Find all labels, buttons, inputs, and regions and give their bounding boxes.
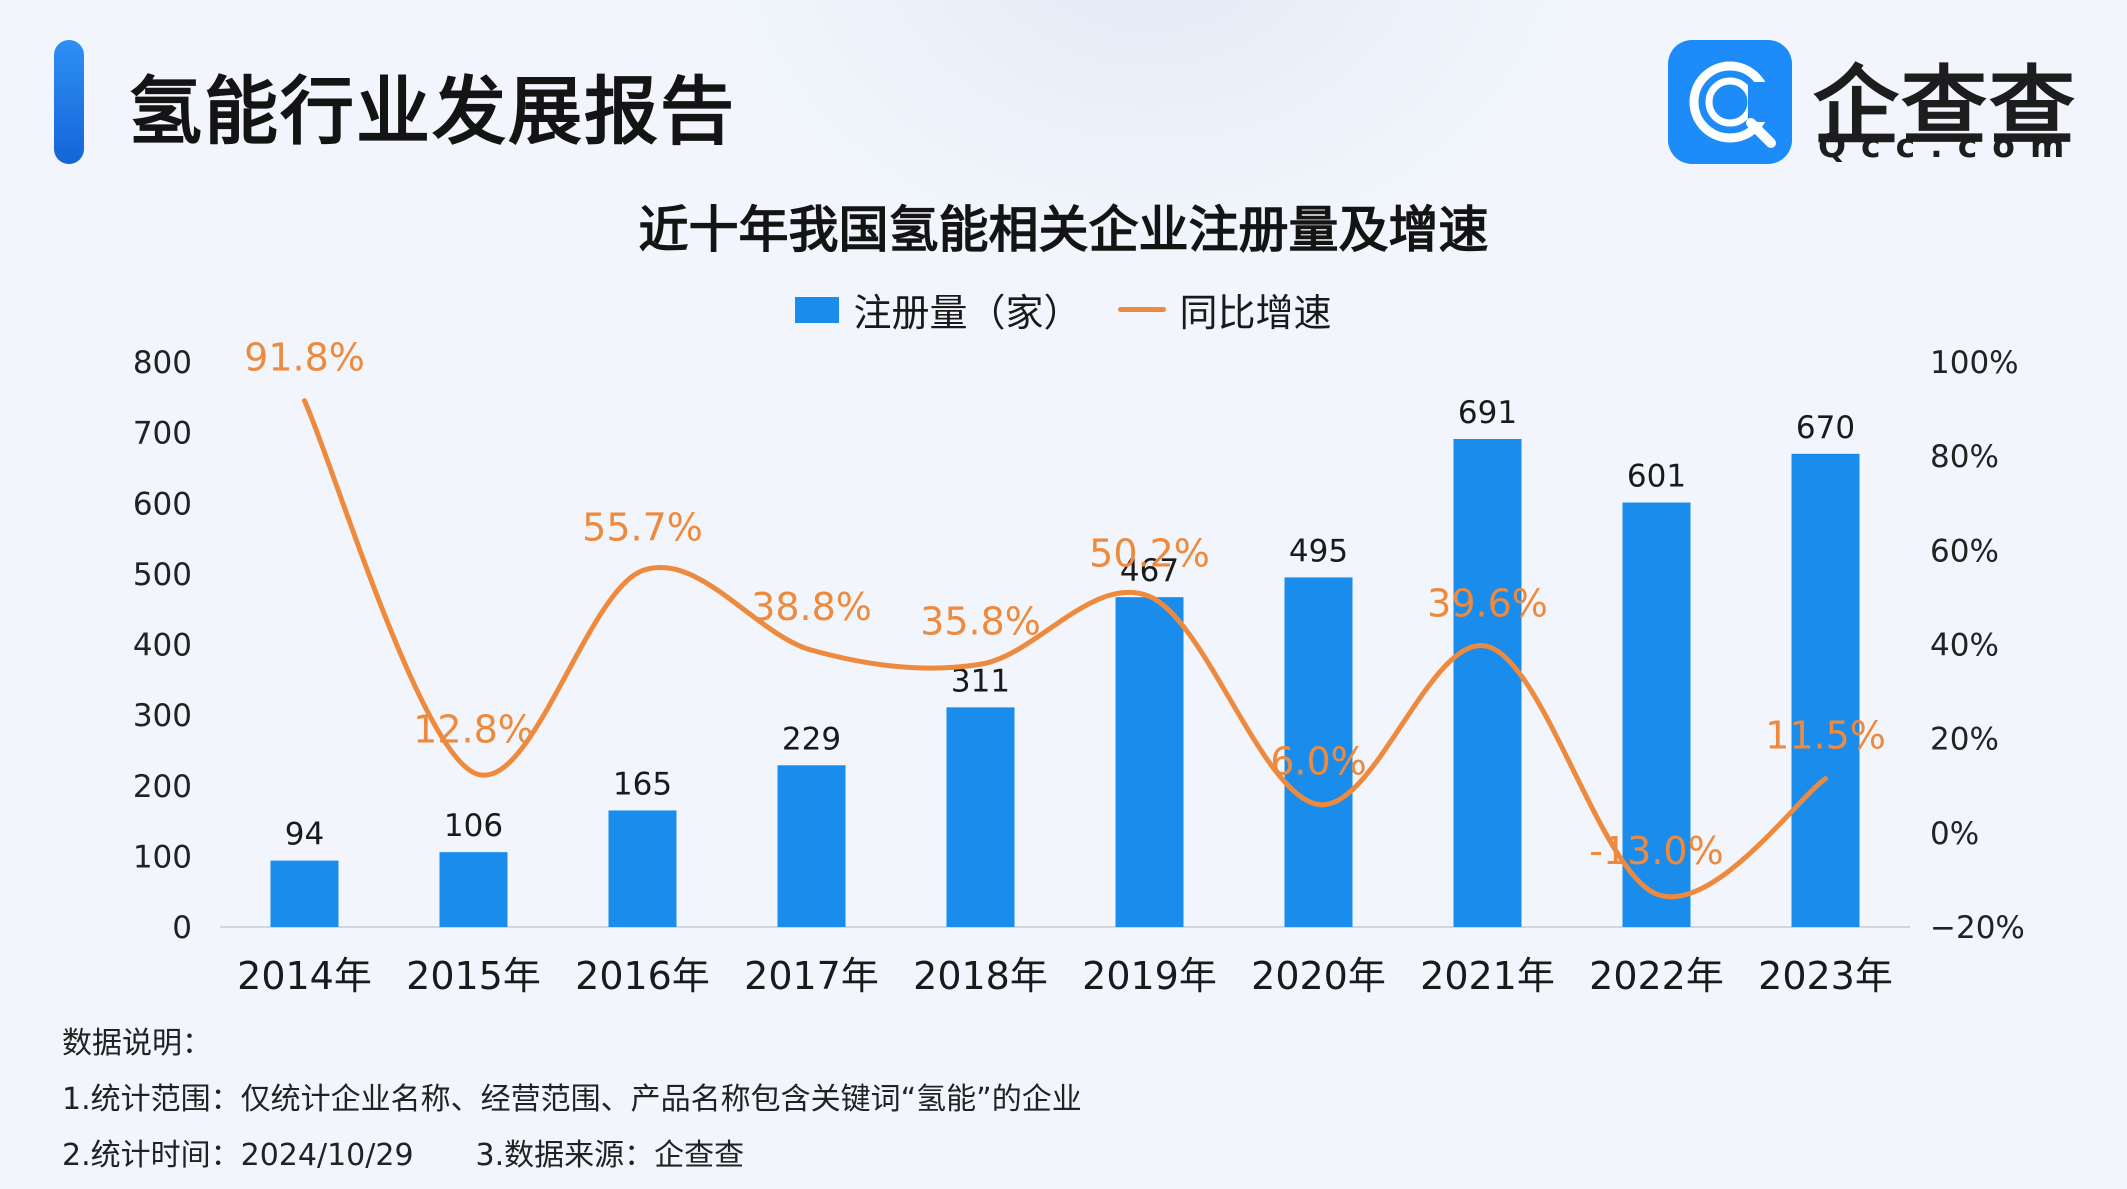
- bar-value-label: 165: [613, 766, 672, 802]
- x-axis-tick-label: 2023年: [1758, 954, 1893, 998]
- x-axis-tick-label: 2015年: [406, 954, 541, 998]
- left-axis-tick-label: 100: [133, 839, 192, 875]
- right-axis-tick-label: 20%: [1930, 722, 1999, 758]
- title-accent-bar: [54, 40, 84, 164]
- bar-value-label: 311: [951, 663, 1010, 699]
- bar-value-label: 495: [1289, 533, 1348, 569]
- bar: [1284, 577, 1353, 927]
- bar: [946, 707, 1015, 927]
- bar: [1791, 453, 1860, 927]
- bar: [1115, 597, 1184, 927]
- legend-label-growth: 同比增速: [1179, 291, 1332, 335]
- logo-domain: Qcc.com: [1818, 126, 2080, 165]
- growth-point: [1823, 776, 1829, 782]
- left-axis-tick-label: 500: [133, 557, 192, 593]
- left-axis-tick-label: 600: [133, 486, 192, 522]
- right-axis-tick-label: −20%: [1930, 910, 2025, 946]
- legend-item-registrations: 注册量（家）: [795, 282, 1082, 337]
- page-title: 氢能行业发展报告: [128, 69, 736, 155]
- combo-chart: 0 100 200 300 400 500 600 700 800 −20% 0% 20% 40% 60%…: [133, 336, 2025, 998]
- growth-point: [1147, 593, 1153, 599]
- bar: [777, 765, 846, 927]
- right-axis-tick-label: 0%: [1930, 816, 1979, 852]
- chart-legend: 注册量（家） 同比增速: [0, 282, 2127, 337]
- growth-value-label: 91.8%: [244, 336, 365, 380]
- chart-title: 近十年我国氢能相关企业注册量及增速: [638, 201, 1489, 259]
- left-axis-tick-label: 800: [133, 345, 192, 381]
- growth-point: [1654, 891, 1660, 897]
- bar: [439, 852, 508, 927]
- notes-heading: 数据说明：: [62, 1026, 212, 1061]
- right-axis-tick-label: 100%: [1930, 345, 2019, 381]
- data-notes: 数据说明： 1.统计范围：仅统计企业名称、经营范围、产品名称包含关键词“氢能”的…: [62, 1018, 1082, 1186]
- x-axis-tick-label: 2020年: [1251, 954, 1386, 998]
- x-axis-tick-label: 2017年: [744, 954, 879, 998]
- x-axis-tick-label: 2022年: [1589, 954, 1724, 998]
- growth-value-label: 38.8%: [751, 585, 872, 629]
- legend-item-growth: 同比增速: [1117, 282, 1332, 337]
- bar: [1453, 438, 1522, 927]
- growth-point: [471, 770, 477, 776]
- growth-value-label: 12.8%: [413, 708, 534, 752]
- left-axis-tick-label: 0: [172, 910, 192, 946]
- bar-value-label: 467: [1120, 553, 1179, 589]
- growth-value-label: 39.6%: [1427, 581, 1548, 625]
- right-axis-tick-label: 40%: [1930, 628, 1999, 664]
- growth-value-label: 11.5%: [1765, 714, 1886, 758]
- growth-point: [809, 647, 815, 653]
- left-axis-tick-label: 700: [133, 416, 192, 452]
- bar-value-label: 106: [444, 808, 503, 844]
- growth-value-label: 6.0%: [1270, 740, 1367, 784]
- growth-point: [302, 398, 308, 404]
- logo-name: 企查查: [1813, 57, 2077, 157]
- bar: [608, 810, 677, 927]
- qcc-logo: 企查查 Qcc.com: [1668, 40, 2088, 165]
- growth-value-label: 35.8%: [920, 599, 1041, 643]
- growth-line: [302, 398, 1828, 900]
- growth-value-label: 55.7%: [582, 506, 703, 550]
- growth-point: [1485, 643, 1491, 649]
- notes-scope: 1.统计范围：仅统计企业名称、经营范围、产品名称包含关键词“氢能”的企业: [62, 1082, 1082, 1117]
- left-axis-tick-label: 300: [133, 698, 192, 734]
- left-axis-tick-label: 200: [133, 769, 192, 805]
- growth-value-label: -13.0%: [1589, 829, 1723, 873]
- x-axis-tick-label: 2019年: [1082, 954, 1217, 998]
- legend-label-registrations: 注册量（家）: [853, 291, 1082, 335]
- notes-source: 3.数据来源：企查查: [475, 1138, 745, 1173]
- growth-point: [1316, 802, 1322, 808]
- bar-value-label: 670: [1796, 410, 1855, 446]
- bar: [270, 860, 339, 927]
- notes-time-source-row: 2.统计时间：2024/10/29 3.数据来源：企查查: [62, 1130, 1082, 1186]
- x-axis-tick-label: 2018年: [913, 954, 1048, 998]
- qcc-logo-icon: [1668, 40, 1792, 164]
- x-axis-tick-label: 2021年: [1420, 954, 1555, 998]
- growth-value-label: 50.2%: [1089, 531, 1210, 575]
- growth-point: [640, 568, 646, 574]
- bar-value-label: 601: [1627, 459, 1686, 495]
- x-axis-tick-label: 2016年: [575, 954, 710, 998]
- legend-line-swatch: [1117, 307, 1166, 312]
- bar-value-label: 94: [285, 817, 324, 853]
- growth-point: [978, 661, 984, 667]
- notes-time: 2.统计时间：2024/10/29: [62, 1138, 414, 1173]
- x-axis-tick-label: 2014年: [237, 954, 372, 998]
- legend-bar-swatch: [795, 296, 840, 323]
- right-axis-tick-label: 80%: [1930, 439, 1999, 475]
- bar-value-label: 691: [1458, 395, 1517, 431]
- bar-value-label: 229: [782, 721, 841, 757]
- bar: [1622, 502, 1691, 927]
- right-axis-tick-label: 60%: [1930, 533, 1999, 569]
- left-axis-tick-label: 400: [133, 628, 192, 664]
